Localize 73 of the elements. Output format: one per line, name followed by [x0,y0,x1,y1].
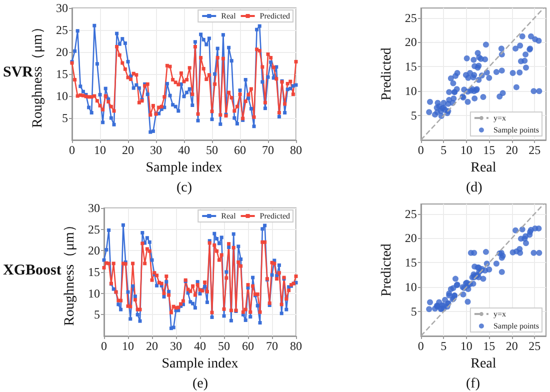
y-axis-title: Predicted [380,48,394,100]
y-tick-label: 15 [404,256,417,270]
x-tick-label: 40 [178,143,190,157]
x-tick-label: 0 [418,339,424,353]
x-tick-label: 10 [460,339,472,353]
y-tick-label: 20 [404,35,417,50]
legend-label: Predicted [260,12,290,20]
y-tick-label: 25 [56,23,68,37]
legend-label: Real [221,212,237,220]
x-tick-label: 10 [460,143,472,157]
x-axis-title: Real [470,356,496,372]
y-tick-label: 25 [88,222,100,236]
legend-label: Sample points [493,126,540,134]
legend-label: Real [221,12,237,20]
x-tick-label: 20 [122,143,134,157]
y-tick-label: 5 [62,111,68,125]
x-tick-label: 0 [101,339,107,353]
x-tick-label: 70 [262,143,274,157]
y-tick-label: 20 [404,231,417,246]
text: SVR [3,64,34,80]
x-tick-label: 5 [440,339,447,353]
text: (e) [192,376,208,392]
x-tick-label: 70 [266,339,278,353]
legend-label: Sample points [493,322,540,330]
x-tick-label: 50 [218,339,230,353]
legend-label: Predicted [260,212,290,220]
y-tick-label: 10 [56,89,68,103]
y-tick-label: 15 [56,67,68,81]
y-tick-label: 10 [404,84,417,98]
x-tick-label: 40 [194,339,206,353]
y-axis-title: Roughness（μm） [62,218,78,326]
x-tick-label: 60 [242,339,254,353]
y-tick-label: 20 [56,45,68,59]
y-tick-label: 5 [410,108,417,123]
x-tick-label: 20 [506,143,518,157]
x-tick-label: 80 [290,143,302,157]
y-tick-label: 15 [404,60,417,74]
x-tick-label: 10 [122,339,134,353]
y-tick-label: 10 [404,280,417,294]
legend-label: y=x [493,310,506,318]
y-axis-title: Predicted [380,244,394,296]
x-tick-label: 15 [483,143,496,157]
x-tick-label: 30 [150,143,162,157]
legend-label: y=x [493,114,506,122]
text: XGBoost [3,262,62,278]
x-tick-label: 20 [506,339,518,353]
y-tick-label: 30 [88,201,100,215]
x-tick-label: 15 [483,339,496,353]
x-tick-label: 25 [528,339,541,353]
x-tick-label: 80 [290,339,302,353]
y-tick-label: 25 [404,206,417,221]
x-tick-label: 0 [69,143,75,157]
text: (f) [466,376,480,392]
y-tick-label: 10 [88,286,100,300]
x-tick-label: 20 [146,339,158,353]
y-tick-label: 5 [94,308,100,322]
y-tick-label: 5 [410,304,417,319]
x-tick-label: 25 [528,143,541,157]
y-tick-label: 25 [404,10,417,25]
x-axis-title: Sample index [146,160,222,176]
x-axis-title: Real [470,160,496,176]
x-tick-label: 0 [418,143,424,157]
x-tick-label: 50 [206,143,218,157]
y-axis-title: Roughness（μm） [30,20,46,128]
x-tick-label: 60 [234,143,246,157]
y-tick-label: 15 [88,265,100,279]
x-axis-title: Sample index [162,356,238,372]
text: (d) [466,180,483,196]
x-tick-label: 5 [440,143,447,157]
y-tick-label: 20 [88,244,100,258]
y-tick-label: 30 [56,1,68,15]
x-tick-label: 30 [170,339,182,353]
text: (c) [176,180,192,196]
